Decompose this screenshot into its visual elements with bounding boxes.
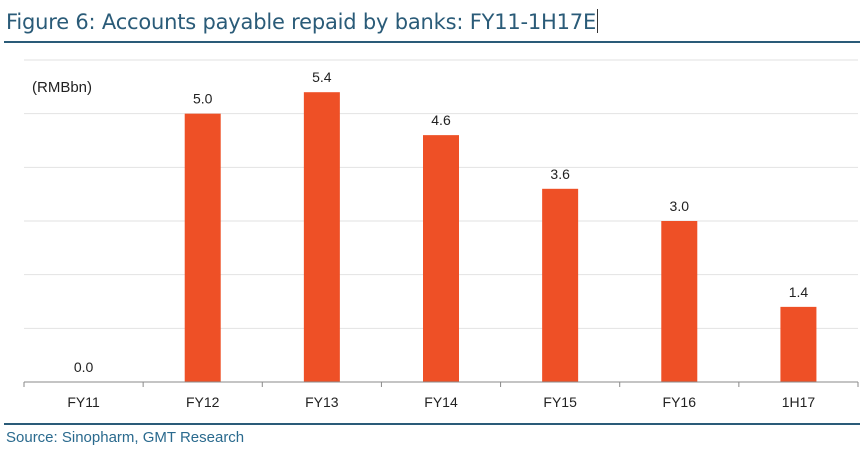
bar-fy12 — [184, 113, 221, 383]
bar-fy14 — [423, 135, 459, 382]
x-tick-label-fy11: FY11 — [67, 394, 100, 410]
source-divider — [4, 423, 860, 425]
figure-title-text: Figure 6: Accounts payable repaid by ban… — [6, 10, 597, 34]
x-tick-label-fy16: FY16 — [663, 394, 697, 410]
x-tick-label-1h17: 1H17 — [782, 394, 816, 410]
bar-1h17 — [780, 306, 817, 382]
value-label-fy12: 5.0 — [193, 91, 213, 107]
value-label-fy15: 3.6 — [550, 166, 570, 182]
x-tick-label-fy12: FY12 — [186, 394, 220, 410]
value-labels: 0.0 5.0 5.4 4.6 3.6 3.0 1.4 — [74, 69, 809, 375]
x-axis: FY11 FY12 FY13 FY14 FY15 FY16 1H17 — [23, 381, 859, 410]
bar-fy16 — [661, 221, 698, 382]
bar-fy13 — [303, 92, 340, 382]
x-tick-label-fy14: FY14 — [424, 394, 458, 410]
bars — [184, 92, 817, 383]
value-label-fy13: 5.4 — [312, 69, 332, 85]
figure-title: Figure 6: Accounts payable repaid by ban… — [6, 9, 599, 34]
value-label-fy16: 3.0 — [670, 198, 690, 214]
bar-fy15 — [542, 188, 579, 382]
value-label-fy14: 4.6 — [431, 112, 451, 128]
title-divider — [4, 41, 860, 43]
text-cursor — [597, 9, 599, 33]
x-tick-label-fy15: FY15 — [543, 394, 577, 410]
value-label-1h17: 1.4 — [789, 284, 809, 300]
value-label-fy11: 0.0 — [74, 359, 94, 375]
unit-label: (RMBbn) — [32, 79, 92, 96]
source-note: Source: Sinopharm, GMT Research — [6, 429, 245, 446]
x-tick-label-fy13: FY13 — [305, 394, 339, 410]
